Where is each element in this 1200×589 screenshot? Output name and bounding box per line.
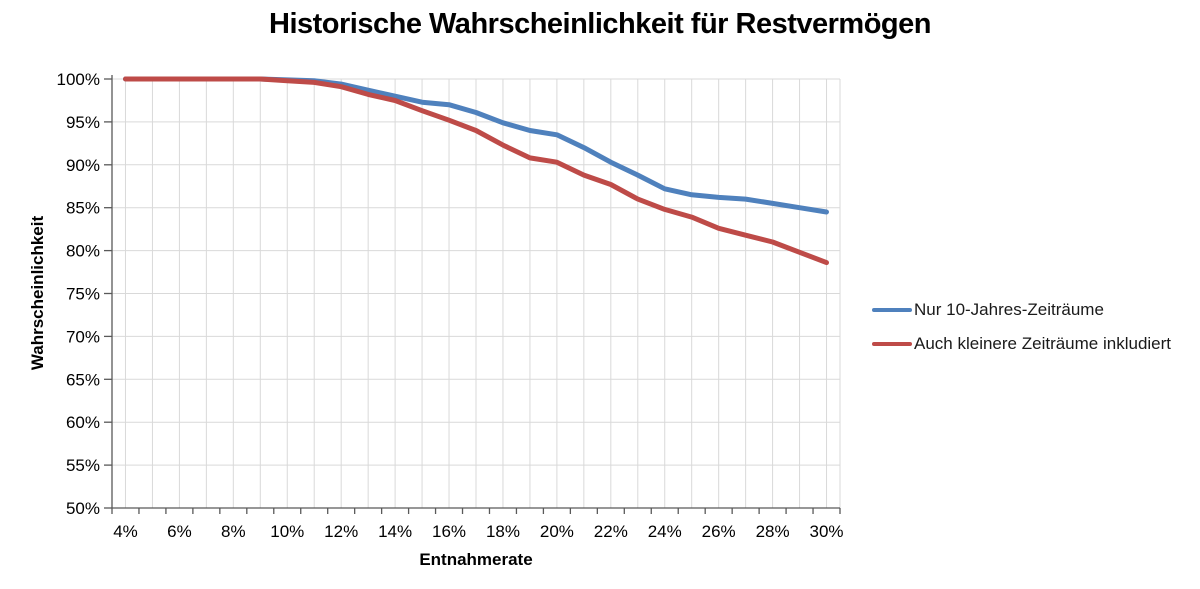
y-tick-label: 80% — [66, 242, 100, 261]
x-tick-label: 24% — [648, 522, 682, 541]
legend-label: Auch kleinere Zeiträume inkludiert — [914, 334, 1172, 353]
legend-item-series-1: Auch kleinere Zeiträume inkludiert — [872, 334, 1171, 354]
y-tick-label: 65% — [66, 370, 100, 389]
y-tick-label: 90% — [66, 156, 100, 175]
x-tick-label: 28% — [756, 522, 790, 541]
series-line-1 — [123, 76, 829, 266]
x-tick-label: 30% — [810, 522, 844, 541]
y-tick-label: 50% — [66, 499, 100, 518]
x-tick-label: 16% — [432, 522, 466, 541]
legend: Nur 10-Jahres-Zeiträume Auch kleinere Ze… — [872, 300, 1171, 354]
x-tick-label: 8% — [221, 522, 246, 541]
chart-title: Historische Wahrscheinlichkeit für Restv… — [269, 8, 931, 40]
x-tick-label: 18% — [486, 522, 520, 541]
x-tick-label: 26% — [702, 522, 736, 541]
x-tick-label: 22% — [594, 522, 628, 541]
x-tick-label: 20% — [540, 522, 574, 541]
legend-label: Nur 10-Jahres-Zeiträume — [914, 300, 1104, 319]
x-tick-label: 14% — [378, 522, 412, 541]
x-tick-label: 6% — [167, 522, 192, 541]
y-tick-label: 95% — [66, 113, 100, 132]
legend-line-swatch-red — [872, 342, 912, 346]
y-tick-label: 75% — [66, 285, 100, 304]
y-tick-label: 85% — [66, 199, 100, 218]
legend-item-series-0: Nur 10-Jahres-Zeiträume — [872, 300, 1171, 320]
y-tick-label: 70% — [66, 327, 100, 346]
x-tick-label: 12% — [324, 522, 358, 541]
y-tick-label: 100% — [57, 70, 100, 89]
x-axis-title: Entnahmerate — [419, 550, 533, 569]
y-tick-label: 60% — [66, 413, 100, 432]
x-tick-label: 10% — [270, 522, 304, 541]
legend-line-swatch-blue — [872, 308, 912, 312]
y-tick-label: 55% — [66, 456, 100, 475]
x-tick-label: 4% — [113, 522, 138, 541]
